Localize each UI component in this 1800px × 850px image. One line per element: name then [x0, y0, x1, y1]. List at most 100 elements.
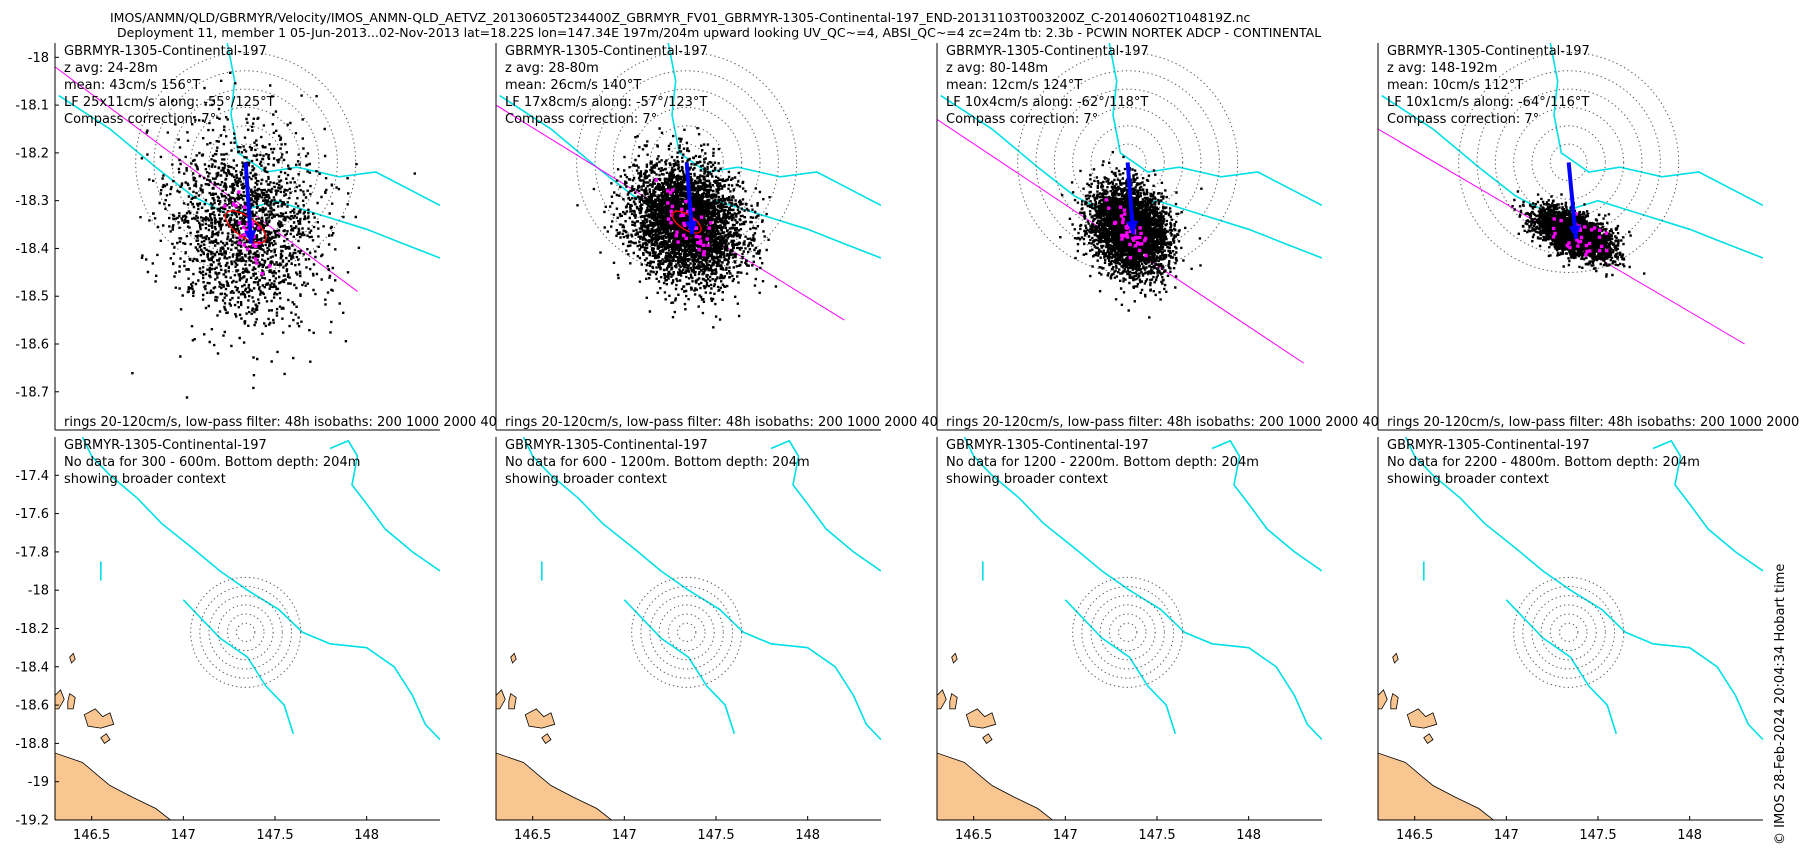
land-polygon [1378, 689, 1388, 710]
land-polygon [524, 708, 556, 729]
x-tick-label: 146.5 [1396, 828, 1433, 843]
speed-ring [1118, 622, 1138, 642]
speed-ring [1108, 613, 1147, 652]
speed-ring [226, 143, 265, 182]
land-polygon [83, 708, 115, 729]
land-polygon [510, 652, 517, 664]
panel-annotation: Compass correction: 7° [1387, 112, 1539, 127]
speed-ring [631, 576, 743, 688]
panel-4-plot [1378, 43, 1763, 345]
panel-annotation: z avg: 148-192m [1387, 61, 1497, 76]
isobath-line [329, 439, 440, 572]
panel-annotation: showing broader context [946, 472, 1108, 487]
speed-ring [658, 604, 715, 661]
panel-2-plot [496, 43, 881, 329]
panel-title: GBRMYR-1305-Continental-197 [1387, 44, 1590, 59]
x-tick-label: 147.5 [256, 828, 293, 843]
land-polygon [951, 652, 958, 664]
land-polygon [1423, 733, 1434, 744]
panel-annotation: showing broader context [1387, 472, 1549, 487]
panel-1-plot [55, 43, 440, 399]
x-tick-label: 148 [1677, 828, 1702, 843]
y-tick-label: -18.2 [15, 146, 49, 161]
mean-arrow-head [1126, 220, 1139, 235]
speed-ring [1476, 70, 1661, 255]
land-polygon [67, 692, 76, 710]
speed-ring [1540, 604, 1597, 661]
panel-annotation: No data for 600 - 1200m. Bottom depth: 2… [505, 455, 810, 470]
y-tick-label: -18.2 [15, 622, 49, 637]
panel-3-plot [937, 43, 1322, 364]
panel-annotation: No data for 1200 - 2200m. Bottom depth: … [946, 455, 1259, 470]
panel-annotation: z avg: 28-80m [505, 61, 599, 76]
panel-title: GBRMYR-1305-Continental-197 [1387, 438, 1590, 453]
isobath-line [623, 599, 736, 735]
speed-ring [171, 88, 320, 237]
isobath-line [58, 94, 440, 259]
panel-title: GBRMYR-1305-Continental-197 [946, 438, 1149, 453]
isobath-line [1549, 43, 1763, 207]
isobath-line [522, 437, 881, 741]
x-tick-label: 147.5 [697, 828, 734, 843]
panel-annotation: mean: 10cm/s 112°T [1387, 78, 1523, 93]
panel-annotation: z avg: 24-28m [64, 61, 158, 76]
panel-annotation: LF 25x11cm/s along: -55°/125°T [64, 95, 275, 110]
panel-annotation: LF 17x8cm/s along: -57°/123°T [505, 95, 707, 110]
speed-ring [190, 576, 302, 688]
speed-ring [1081, 585, 1174, 679]
speed-ring [226, 613, 265, 652]
figure-title: IMOS/ANMN/QLD/GBRMYR/Velocity/IMOS_ANMN-… [0, 0, 1800, 44]
panel-annotation: LF 10x1cm/s along: -64°/116°T [1387, 95, 1589, 110]
land-polygon [937, 689, 947, 710]
panel-annotation: mean: 26cm/s 140°T [505, 78, 641, 93]
land-polygon [496, 752, 613, 820]
y-tick-label: -18.6 [15, 699, 49, 714]
y-tick-label: -18.3 [15, 194, 49, 209]
x-tick-label: 147 [171, 828, 196, 843]
panel-annotation: mean: 12cm/s 124°T [946, 78, 1082, 93]
mean-current-arrow [243, 162, 254, 244]
panel-annotation: No data for 2200 - 4800m. Bottom depth: … [1387, 455, 1700, 470]
panel-6-plot [496, 437, 881, 820]
panel-annotation: No data for 300 - 600m. Bottom depth: 20… [64, 455, 360, 470]
lowpass-points [1104, 198, 1148, 260]
speed-ring [1072, 576, 1184, 688]
panel-7-plot [937, 437, 1322, 820]
panel-annotation: LF 10x4cm/s along: -62°/118°T [946, 95, 1148, 110]
lowpass-points [1551, 212, 1609, 257]
land-polygon [55, 752, 172, 820]
panel-annotation: showing broader context [64, 472, 226, 487]
y-tick-label: -17.6 [15, 507, 49, 522]
y-tick-label: -18.7 [15, 385, 49, 400]
speed-ring [1559, 622, 1579, 642]
speed-ring [1458, 51, 1680, 273]
y-tick-label: -18.4 [15, 660, 49, 675]
timestamp-label: © IMOS 28-Feb-2024 20:04:34 Hobart time [1773, 563, 1788, 845]
speed-ring [1513, 576, 1625, 688]
speed-ring [649, 125, 724, 200]
x-tick-label: 147 [1053, 828, 1078, 843]
speed-ring [1531, 595, 1606, 670]
speed-ring [677, 622, 697, 642]
speed-ring [640, 585, 734, 679]
x-tick-label: 147 [1494, 828, 1519, 843]
panel-annotation: Compass correction: 7° [946, 112, 1098, 127]
panel-title: GBRMYR-1305-Continental-197 [505, 438, 708, 453]
panel-8-plot [1378, 437, 1763, 820]
scatter-points [1511, 190, 1646, 278]
panel-annotation: Compass correction: 7° [505, 112, 657, 127]
speed-ring [1090, 595, 1165, 670]
panel-annotation: z avg: 80-148m [946, 61, 1048, 76]
panel-annotation: Compass correction: 7° [64, 112, 216, 127]
isobath-line [667, 43, 881, 207]
isobath-line [1505, 599, 1618, 735]
isobath-line [1381, 94, 1763, 259]
speed-ring [135, 51, 357, 273]
isobath-line [1211, 439, 1322, 572]
y-tick-label: -19.2 [15, 814, 49, 829]
figure-title-line-2: Deployment 11, member 1 05-Jun-2013...02… [117, 25, 1322, 40]
speed-ring [1549, 613, 1588, 652]
speed-ring [153, 70, 338, 255]
